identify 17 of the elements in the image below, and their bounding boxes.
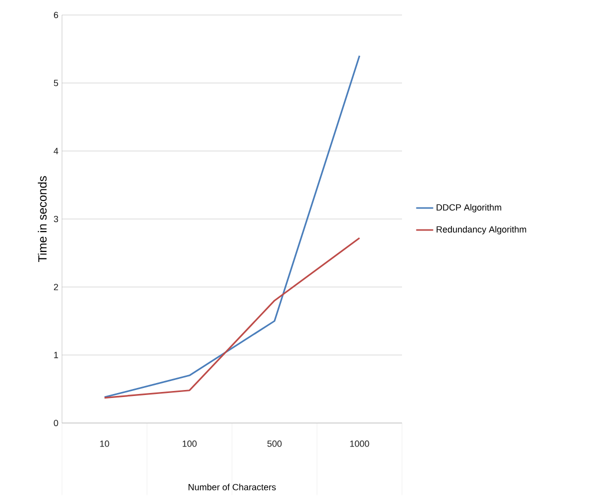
x-tick-label: 1000 [350,440,370,447]
y-tick-label: 2 [54,284,58,290]
x-axis-title: Number of Characters [188,484,276,490]
line-series [104,237,360,399]
y-tick-label: 0 [54,420,58,426]
y-axis-title: Time in seconds [38,176,47,262]
y-tick-label: 4 [54,148,58,154]
line-series [104,55,360,398]
y-tick-label: 3 [54,216,58,222]
y-tick-label: 6 [54,12,58,18]
x-tick-label: 10 [100,440,110,447]
x-tick-label: 500 [267,440,282,447]
legend-label: Redundancy Algorithm [436,226,526,234]
y-tick-label: 1 [54,352,58,358]
legend-label: DDCP Algorithm [436,204,502,212]
x-tick-label: 100 [182,440,197,447]
y-tick-label: 5 [54,80,58,86]
